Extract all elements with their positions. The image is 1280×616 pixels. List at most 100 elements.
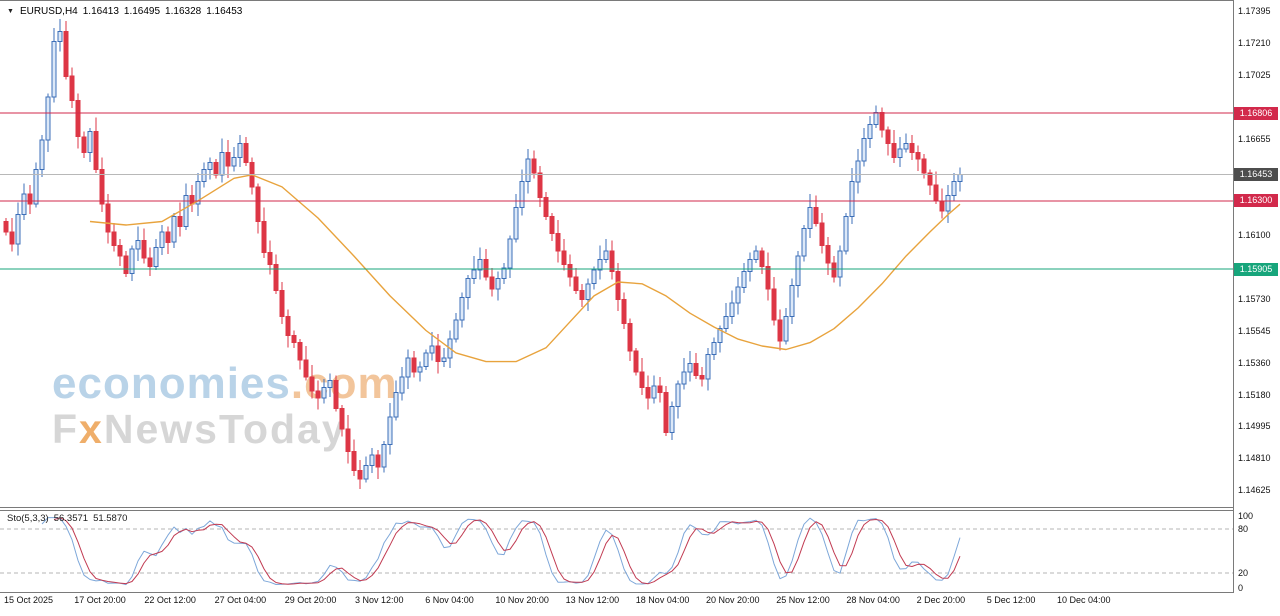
- time-tick: 29 Oct 20:00: [284, 595, 337, 605]
- price-tick: 1.15180: [1238, 389, 1271, 400]
- candle-bear: [663, 392, 669, 434]
- candle-bull: [651, 385, 657, 399]
- candle-bear: [27, 193, 33, 205]
- candle-bull: [15, 214, 21, 245]
- candle-bear: [303, 359, 309, 378]
- candle-bull: [51, 41, 57, 98]
- indicator-signal-value: 51.5870: [93, 513, 128, 524]
- stoch-scale-tick: 0: [1238, 583, 1244, 593]
- price-tick: 1.14625: [1238, 485, 1271, 496]
- candle-bull: [201, 169, 207, 183]
- price-axis: 1.17395 1.17210 1.17025 1.16655 1.16100 1.157…: [1234, 0, 1280, 616]
- candle-bear: [117, 245, 123, 257]
- time-tick: 17 Oct 20:00: [74, 595, 126, 605]
- time-tick: 3 Nov 12:00: [355, 595, 404, 605]
- candle-bull: [159, 231, 165, 248]
- candle-bear: [147, 257, 153, 267]
- watermark-sub-rest: NewsToday: [103, 406, 347, 452]
- watermark-subbrand: FxNewsToday: [52, 408, 398, 450]
- candle-bear: [627, 323, 633, 352]
- stoch-scale-tick: 20: [1238, 568, 1249, 579]
- candle-bear: [3, 221, 9, 233]
- candle-bear: [75, 99, 81, 138]
- subpanel-top-border[interactable]: [0, 510, 1233, 511]
- price-tick: 1.14995: [1238, 421, 1271, 432]
- candle-bull: [849, 181, 855, 217]
- candle-bull: [363, 464, 369, 480]
- ohlc-open: 1.16413: [82, 6, 119, 17]
- indicator-label: Sto(5,3,3) 56.3571 51.5870: [7, 513, 127, 524]
- candle-bear: [69, 75, 75, 101]
- candle-bull: [897, 148, 903, 158]
- stochastic-panel[interactable]: [0, 511, 1233, 591]
- candle-bear: [81, 136, 87, 153]
- candle-bear: [63, 30, 69, 77]
- candle-bear: [573, 276, 579, 292]
- watermark-sub-x: x: [79, 406, 104, 452]
- candle-bear: [825, 245, 831, 264]
- price-tick: 1.17210: [1238, 38, 1271, 49]
- candle-bear: [213, 162, 219, 176]
- candle-bear: [537, 172, 543, 198]
- candle-bear: [933, 184, 939, 202]
- candle-bull: [843, 215, 849, 252]
- candle-bull: [45, 96, 51, 141]
- candle-bull: [687, 362, 693, 373]
- candle-bull: [237, 143, 243, 158]
- candle-bull: [495, 278, 501, 290]
- candle-bull: [471, 269, 477, 279]
- candle-bear: [345, 428, 351, 452]
- candles-group: [3, 19, 963, 489]
- candle-bear: [273, 264, 279, 292]
- candle-bear: [639, 371, 645, 389]
- candle-bear: [489, 276, 495, 290]
- candle-bull: [867, 124, 873, 139]
- candle-bull: [231, 157, 237, 167]
- candle-bull: [171, 215, 177, 243]
- price-tick: 1.15360: [1238, 358, 1271, 369]
- chart-top-border: [0, 0, 1233, 1]
- time-tick: 6 Nov 04:00: [425, 595, 474, 605]
- candle-bull: [705, 354, 711, 380]
- candle-bear: [93, 131, 99, 171]
- candle-bear: [243, 143, 249, 164]
- candle-bear: [435, 345, 441, 363]
- indicator-main-value: 56.3571: [53, 513, 89, 524]
- time-tick: 2 Dec 20:00: [916, 595, 966, 605]
- candle-bear: [255, 186, 261, 222]
- time-tick: 10 Dec 04:00: [1057, 595, 1111, 605]
- candle-bull: [747, 259, 753, 273]
- candle-bear: [123, 255, 129, 274]
- candle-bull: [753, 250, 759, 260]
- price-tick: 1.17025: [1238, 70, 1271, 81]
- candle-bull: [807, 207, 813, 229]
- price-badge: 1.16453: [1234, 167, 1278, 181]
- candle-bear: [549, 215, 555, 235]
- time-axis: 15 Oct 2025 17 Oct 20:00 22 Oct 12:00 27 Oc…: [0, 595, 1233, 615]
- candle-bull: [183, 195, 189, 228]
- candle-bull: [729, 302, 735, 318]
- candle-bear: [111, 231, 117, 247]
- ohlc-high: 1.16495: [123, 6, 161, 17]
- time-tick: 25 Nov 12:00: [776, 595, 830, 605]
- price-tick: 1.14810: [1238, 453, 1271, 464]
- candle-bear: [921, 158, 927, 174]
- main-price-chart[interactable]: [0, 1, 1233, 506]
- subpanel-bottom-border: [0, 592, 1233, 593]
- candle-bull: [207, 162, 213, 171]
- candle-bull: [393, 392, 399, 418]
- price-axis-border: [1233, 0, 1234, 593]
- ohlc-close: 1.16453: [206, 6, 243, 17]
- candle-bear: [411, 357, 417, 373]
- candle-bull: [399, 376, 405, 394]
- candle-bear: [567, 264, 573, 278]
- candle-bull: [321, 387, 327, 399]
- candle-bear: [165, 231, 171, 243]
- candle-bull: [453, 319, 459, 340]
- candle-bull: [711, 342, 717, 356]
- candle-bear: [621, 298, 627, 324]
- candle-bull: [429, 345, 435, 354]
- chart-menu-icon[interactable]: ▼: [7, 8, 14, 15]
- stoch-scale-tick: 100: [1238, 511, 1254, 521]
